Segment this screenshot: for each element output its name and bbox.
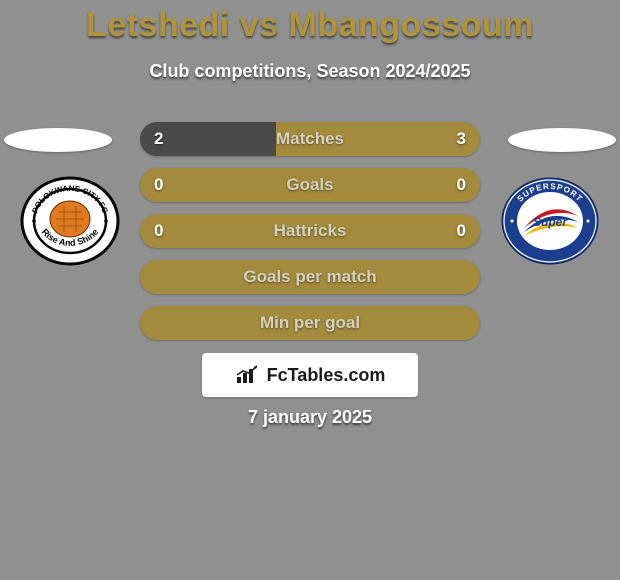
- date-text: 7 january 2025: [0, 407, 620, 428]
- stat-label: Matches: [276, 129, 344, 149]
- club-crest-left: POLOKWANE CITY FC Rise And Shine: [20, 176, 120, 266]
- stat-label: Min per goal: [260, 313, 360, 333]
- stat-row: Goals per match: [140, 260, 480, 294]
- subtitle: Club competitions, Season 2024/2025: [0, 61, 620, 82]
- chart-icon: [235, 365, 261, 385]
- player-photo-placeholder-left: [4, 128, 112, 152]
- branding-box: FcTables.com: [202, 353, 418, 397]
- player-photo-placeholder-right: [508, 128, 616, 152]
- stat-label: Goals: [286, 175, 333, 195]
- stat-row: 00Goals: [140, 168, 480, 202]
- comparison-card: Letshedi vs Mbangossoum Club competition…: [0, 0, 620, 580]
- stats-list: 23Matches 00Goals 00Hattricks Goals per mat…: [140, 122, 480, 352]
- branding-text: FcTables.com: [267, 365, 386, 386]
- stat-label: Hattricks: [274, 221, 347, 241]
- svg-text:Super: Super: [533, 215, 568, 229]
- stat-row: Min per goal: [140, 306, 480, 340]
- stat-row: 00Hattricks: [140, 214, 480, 248]
- stat-label: Goals per match: [243, 267, 376, 287]
- club-crest-right: SUPERSPORT UNITED FC Super: [500, 176, 600, 266]
- page-title: Letshedi vs Mbangossoum: [0, 6, 620, 45]
- stat-row: 23Matches: [140, 122, 480, 156]
